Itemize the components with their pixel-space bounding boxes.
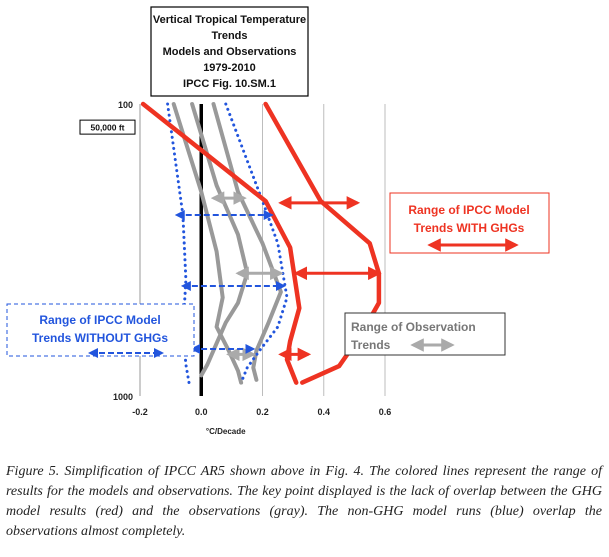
title-line: Models and Observations: [163, 46, 297, 58]
x-tick-label: -0.2: [132, 407, 148, 417]
legend-text: Range of Observation: [351, 320, 476, 334]
legend-boxes: Range of IPCC Model Trends WITH GHGs Range…: [6, 192, 550, 358]
legend-text: Trends WITH GHGs: [414, 221, 525, 235]
y-tick-label: 1000: [113, 392, 133, 402]
legend-text: Range of IPCC Model: [408, 203, 529, 217]
title-line: Vertical Tropical Temperature: [153, 14, 306, 26]
x-tick-label: 0.0: [195, 407, 208, 417]
legend-text: Trends: [351, 338, 391, 352]
title-line: 1979-2010: [203, 62, 256, 74]
series-line-observations: [171, 102, 244, 385]
legend-text: Range of IPCC Model: [39, 313, 160, 327]
series-line-without-ghg: [224, 102, 289, 385]
chart-title: Vertical Tropical Temperature Trends Model…: [150, 6, 309, 97]
altitude-label-box: [79, 119, 136, 135]
figure-caption: Figure 5. Simplification of IPCC AR5 sho…: [6, 464, 602, 539]
x-tick-label: 0.4: [317, 407, 330, 417]
axes: -0.2 0.0 0.2 0.4 0.6 100 1000 °C/Decade 50,000 f…: [79, 100, 392, 436]
legend-text: Trends WITHOUT GHGs: [32, 331, 168, 345]
title-line: Trends: [211, 30, 247, 42]
x-tick-label: 0.6: [379, 407, 392, 417]
range-arrows: [174, 191, 382, 362]
title-box: [150, 6, 309, 97]
title-line: IPCC Fig. 10.SM.1: [183, 78, 276, 90]
chart: -0.2 0.0 0.2 0.4 0.6 100 1000 °C/Decade 50,000 f…: [6, 6, 550, 436]
altitude-label: 50,000 ft: [90, 123, 124, 133]
legend-box: [6, 303, 195, 357]
y-tick-label: 100: [118, 100, 133, 110]
x-tick-label: 0.2: [256, 407, 269, 417]
x-axis-label: °C/Decade: [206, 427, 246, 436]
